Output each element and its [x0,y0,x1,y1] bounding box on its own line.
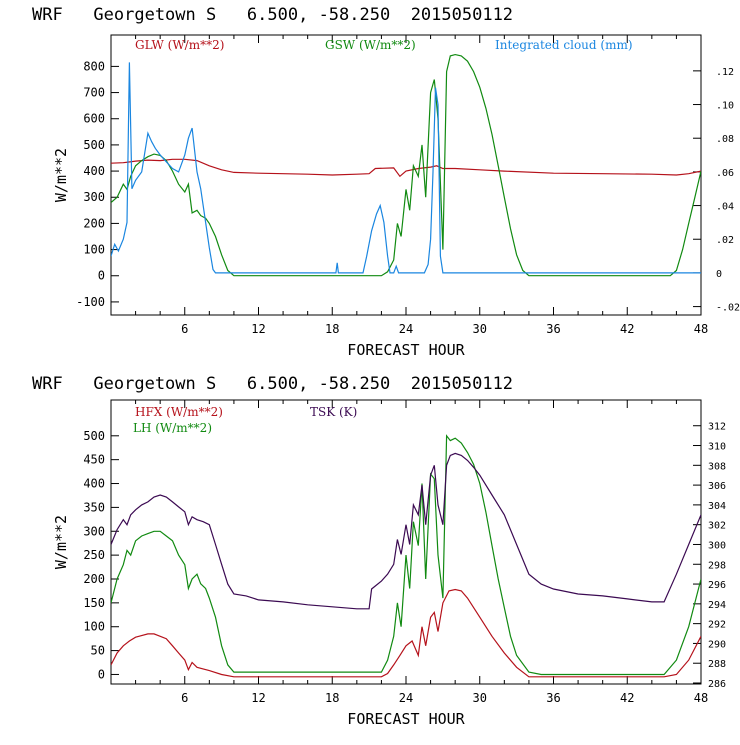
series-line-lh [111,434,701,676]
chart-title-2: WRF Georgetown S 6.500, -58.250 20150501… [32,374,513,394]
y-axis-label: W/m**2 [52,515,70,569]
y2-tick-label: 306 [708,481,726,492]
y-tick-label: 700 [83,86,105,100]
y2-tick-label: 296 [708,580,726,591]
x-tick-label: 18 [325,322,339,336]
y2-tick-label: .02 [716,235,734,246]
series-line-integrated [111,62,701,274]
y2-tick-label: 292 [708,620,726,631]
y2-tick-label: 300 [708,540,726,551]
x-tick-label: 48 [694,322,708,336]
x-axis-label: FORECAST HOUR [347,341,465,359]
legend-entry-tsk: TSK (K) [310,405,357,419]
x-tick-label: 12 [251,691,265,705]
y2-tick-label: .04 [716,202,734,213]
y-axis-label: W/m**2 [52,148,70,202]
y2-tick-label: 302 [708,521,726,532]
y-tick-label: 500 [83,138,105,152]
y2-tick-label: .08 [716,134,734,145]
y2-tick-label: 298 [708,560,726,571]
x-tick-label: 48 [694,691,708,705]
y2-tick-label: .10 [716,101,734,112]
x-tick-label: 12 [251,322,265,336]
x-tick-label: 36 [546,322,560,336]
y2-tick-label: 294 [708,600,726,611]
y-tick-label: 300 [83,190,105,204]
x-axis-label: FORECAST HOUR [347,710,465,728]
y-tick-label: 100 [83,243,105,257]
y2-tick-label: 304 [708,501,726,512]
legend-entry-hfx: HFX (W/m**2) [135,405,223,419]
y-tick-label: 100 [83,620,105,634]
y2-tick-label: 290 [708,639,726,650]
y2-tick-label: 310 [708,442,726,453]
y-tick-label: 450 [83,453,105,467]
y-tick-label: 200 [83,572,105,586]
y-tick-label: 800 [83,59,105,73]
x-tick-label: 6 [181,322,188,336]
legend-entry-gsw: GSW (W/m**2) [325,38,416,52]
legend-entry-lh: LH (W/m**2) [133,421,212,435]
y-tick-label: 250 [83,548,105,562]
y-tick-label: 600 [83,112,105,126]
chart-title-1: WRF Georgetown S 6.500, -58.250 20150501… [32,5,513,25]
plot-frame-2 [110,399,702,685]
x-tick-label: 42 [620,691,634,705]
y-tick-label: 150 [83,596,105,610]
y-tick-label: 400 [83,477,105,491]
series-line-hfx [111,588,701,678]
x-tick-label: 18 [325,691,339,705]
legend-entry-integrated: Integrated cloud (mm) [495,38,633,52]
x-tick-label: 6 [181,691,188,705]
y-tick-label: -100 [76,295,105,309]
y2-tick-label: -.02 [716,303,740,314]
y-tick-label: 350 [83,500,105,514]
y-tick-label: 500 [83,429,105,443]
y2-tick-label: 308 [708,461,726,472]
y-tick-label: 50 [91,644,105,658]
y2-tick-label: 312 [708,422,726,433]
x-tick-label: 24 [399,322,413,336]
y2-tick-label: 0 [716,269,722,280]
y-tick-label: 200 [83,216,105,230]
x-tick-label: 42 [620,322,634,336]
y-tick-label: 400 [83,164,105,178]
x-tick-label: 30 [473,691,487,705]
y-tick-label: 300 [83,524,105,538]
y2-tick-label: 286 [708,679,726,690]
series-line-gsw [111,53,701,277]
y-tick-label: 0 [98,269,105,283]
y2-tick-label: .12 [716,67,734,78]
x-tick-label: 24 [399,691,413,705]
x-tick-label: 36 [546,691,560,705]
legend-entry-glw: GLW (W/m**2) [135,38,224,52]
series-line-glw [111,158,701,178]
y-tick-label: 0 [98,667,105,681]
x-tick-label: 30 [473,322,487,336]
series-line-tsk [111,452,701,610]
y2-tick-label: 288 [708,659,726,670]
y2-tick-label: .06 [716,168,734,179]
